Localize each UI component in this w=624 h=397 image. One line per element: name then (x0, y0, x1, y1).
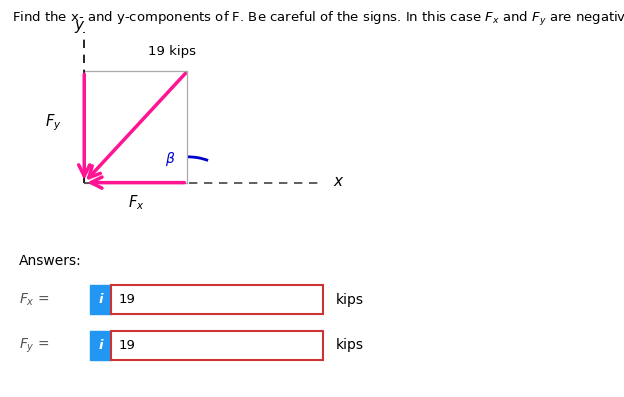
Text: $F_x$ =: $F_x$ = (19, 291, 49, 308)
Text: kips: kips (336, 338, 364, 353)
Text: kips: kips (336, 293, 364, 307)
Text: Answers:: Answers: (19, 254, 82, 268)
Text: $\beta$: $\beta$ (165, 150, 175, 168)
Text: y: y (75, 18, 84, 33)
Text: x: x (334, 174, 343, 189)
Text: 19: 19 (119, 339, 135, 352)
FancyBboxPatch shape (90, 331, 111, 360)
Text: $F_y$: $F_y$ (45, 113, 61, 133)
Text: i: i (99, 339, 103, 352)
Text: $F_x$: $F_x$ (128, 193, 144, 212)
FancyBboxPatch shape (90, 285, 111, 314)
Text: 19: 19 (119, 293, 135, 306)
FancyBboxPatch shape (111, 331, 323, 360)
Text: i: i (99, 293, 103, 306)
FancyBboxPatch shape (111, 285, 323, 314)
Text: $F_y$ =: $F_y$ = (19, 336, 49, 355)
Text: 19 kips: 19 kips (148, 44, 195, 58)
Text: Find the x- and y-components of F. Be careful of the signs. In this case $F_x$ a: Find the x- and y-components of F. Be ca… (12, 10, 624, 28)
